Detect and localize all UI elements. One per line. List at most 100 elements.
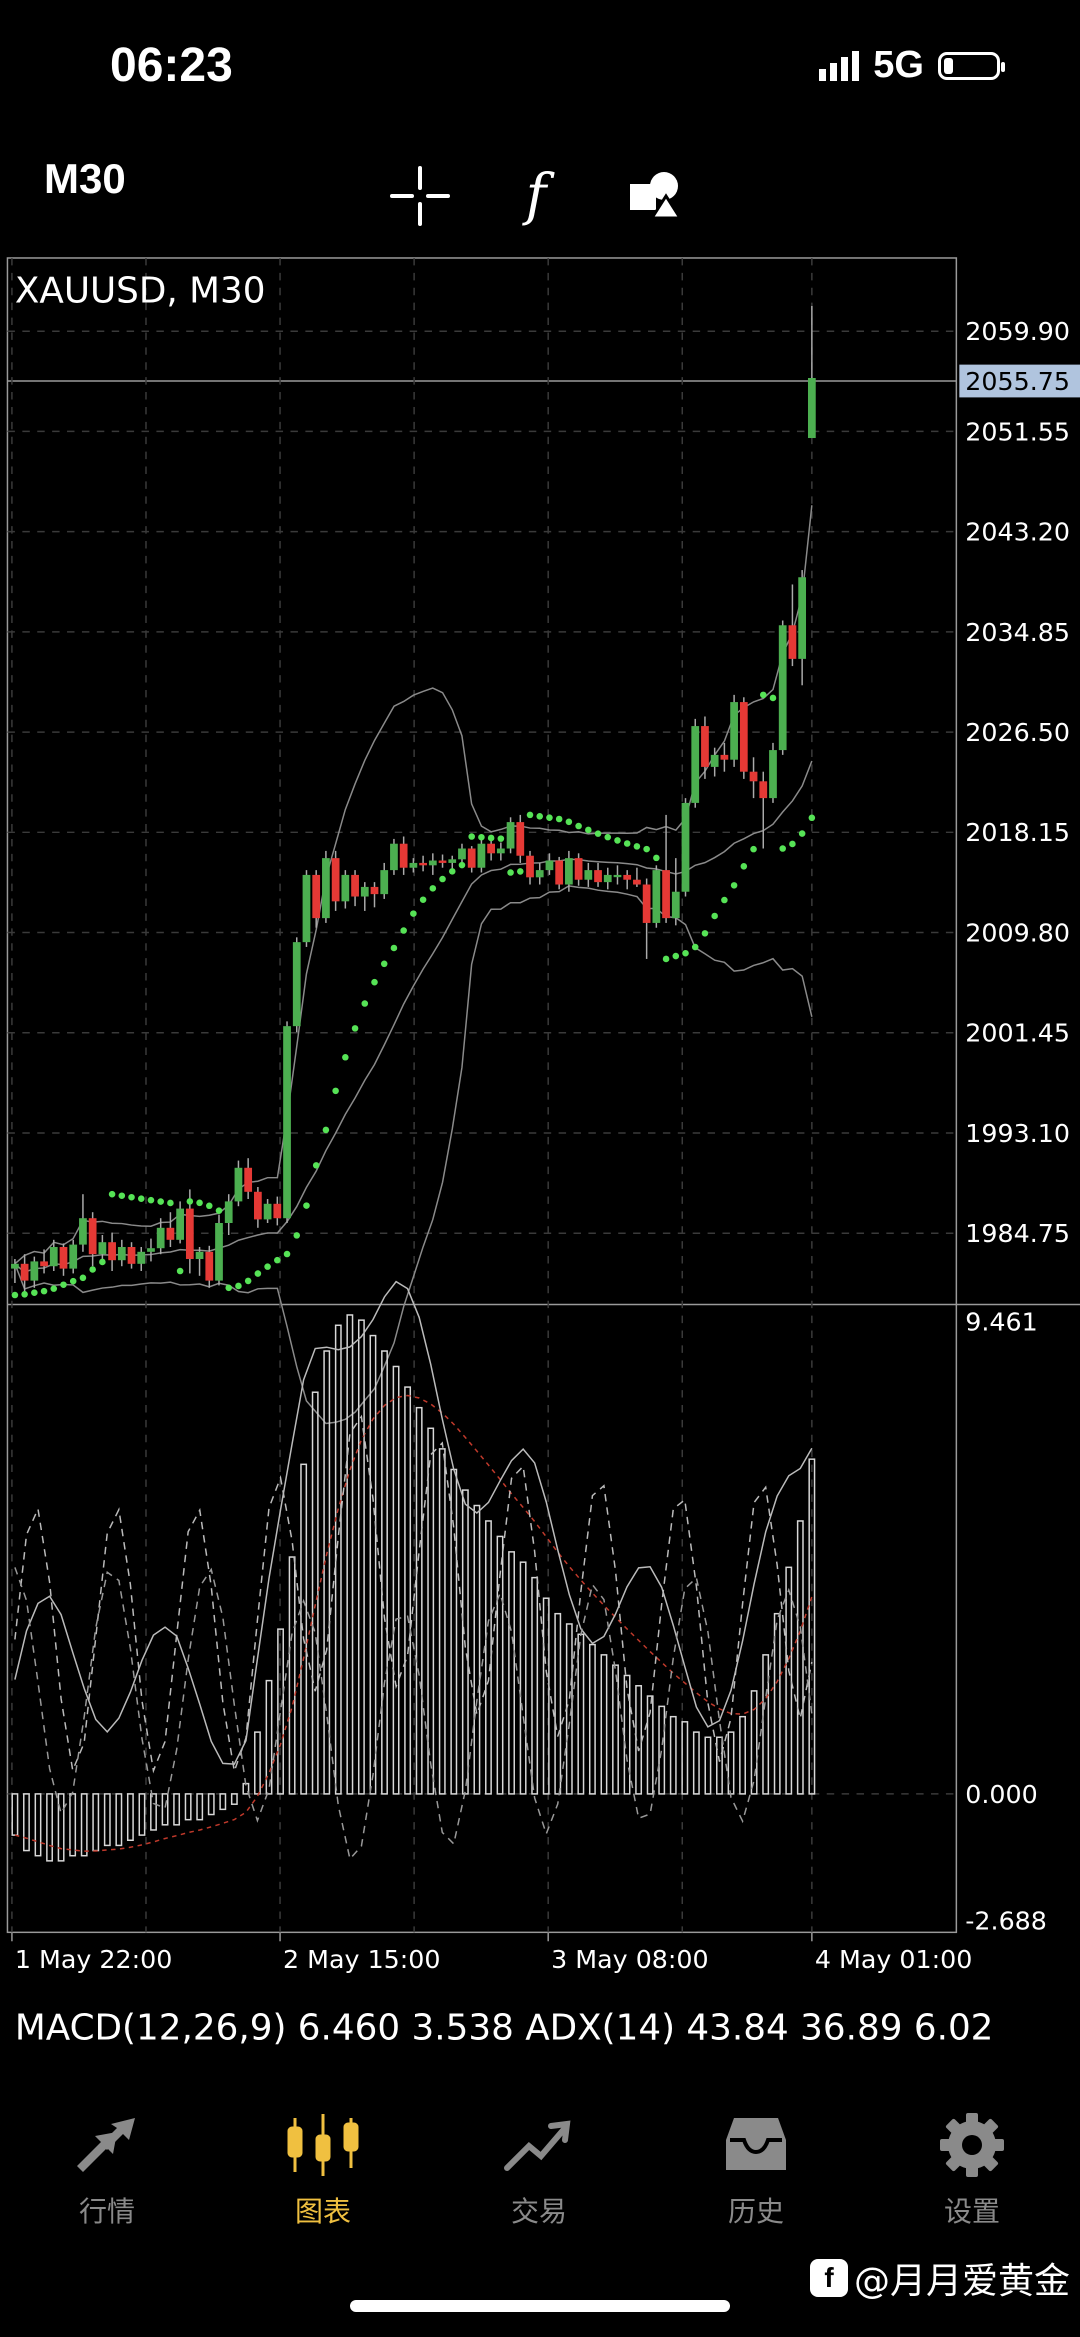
tab-history[interactable]: 历史 bbox=[686, 2110, 826, 2230]
candle-body bbox=[108, 1242, 116, 1261]
price-axis: 2059.90 2051.55 2043.20 2034.85 2026.50 2018.… bbox=[959, 316, 1080, 1935]
macd-bar bbox=[277, 1628, 284, 1795]
tab-label: 交易 bbox=[510, 2195, 567, 2228]
sar-dot bbox=[779, 845, 786, 852]
sar-dot bbox=[21, 1291, 28, 1298]
candle-body bbox=[312, 874, 321, 919]
candle-body bbox=[458, 848, 466, 860]
candle-body bbox=[681, 802, 690, 892]
tab-settings[interactable]: 设置 bbox=[902, 2110, 1042, 2230]
macd-bar bbox=[415, 1406, 423, 1795]
sar-dot bbox=[274, 1256, 281, 1264]
candle-body bbox=[691, 726, 700, 803]
sar-dot bbox=[448, 868, 456, 875]
candle-body bbox=[613, 874, 622, 878]
macd-bar bbox=[69, 1793, 77, 1857]
macd-indicator bbox=[11, 1280, 816, 1862]
macd-bar bbox=[369, 1334, 377, 1795]
price-tick-label: 2059.90 bbox=[965, 316, 1070, 346]
sar-dot bbox=[555, 815, 563, 823]
sar-dot bbox=[322, 1126, 330, 1134]
macd-bar bbox=[750, 1690, 758, 1795]
sar-dot bbox=[419, 896, 427, 904]
sar-dot bbox=[614, 837, 621, 844]
home-indicator[interactable] bbox=[350, 2300, 730, 2312]
macd-bar bbox=[692, 1731, 700, 1795]
tab-trade[interactable]: 交易 bbox=[469, 2110, 609, 2230]
current-price-badge bbox=[959, 364, 1080, 398]
sar-dot bbox=[176, 1267, 184, 1275]
candle-body bbox=[79, 1218, 87, 1245]
macd-bar bbox=[23, 1793, 30, 1852]
crosshair-icon[interactable] bbox=[384, 160, 456, 232]
sar-dot bbox=[478, 833, 485, 841]
objects-icon[interactable] bbox=[620, 160, 692, 232]
macd-bar bbox=[762, 1654, 770, 1795]
candle-body bbox=[292, 942, 301, 1027]
macd-bar bbox=[138, 1793, 146, 1836]
sar-dot bbox=[410, 910, 417, 917]
candle-body bbox=[390, 843, 398, 871]
sar-dot bbox=[244, 1277, 252, 1285]
time-axis: 1 May 22:00 2 May 15:00 3 May 08:00 4 May 0… bbox=[15, 1944, 972, 1974]
watermark-logo-icon: f bbox=[809, 2259, 848, 2297]
chart-area[interactable]: 2059.90 2051.55 2043.20 2034.85 2026.50 2018.… bbox=[0, 255, 1080, 2084]
macd-bar bbox=[265, 1679, 273, 1795]
macd-bar bbox=[184, 1793, 192, 1821]
macd-bar bbox=[438, 1448, 446, 1795]
time-tick-label: 1 May 22:00 bbox=[15, 1944, 172, 1974]
sar-dot bbox=[429, 885, 437, 892]
macd-bar bbox=[542, 1597, 550, 1795]
tab-quotes[interactable]: 行情 bbox=[37, 2110, 177, 2230]
macd-bar bbox=[11, 1793, 19, 1836]
watermark: f @月月爱黄金 bbox=[809, 2252, 1070, 2304]
sar-dot bbox=[89, 1266, 96, 1273]
macd-bar bbox=[508, 1551, 515, 1795]
tab-label: 图表 bbox=[294, 2195, 351, 2228]
sar-dot bbox=[682, 949, 689, 957]
candle-body bbox=[11, 1263, 19, 1269]
sar-dot bbox=[206, 1202, 213, 1210]
price-tick-label: 2034.85 bbox=[965, 617, 1070, 647]
candle-body bbox=[205, 1251, 214, 1281]
candle-body bbox=[487, 843, 496, 854]
sar-dot bbox=[468, 833, 475, 840]
candle-body bbox=[263, 1203, 272, 1220]
candle-body bbox=[769, 750, 777, 799]
history-icon bbox=[726, 2118, 786, 2170]
macd-bar bbox=[300, 1463, 308, 1795]
candle-body bbox=[642, 884, 651, 923]
sar-dot bbox=[643, 845, 650, 853]
candle-body bbox=[574, 858, 583, 880]
gear-icon bbox=[940, 2113, 1004, 2177]
sar-dot bbox=[633, 843, 641, 850]
candle-body bbox=[331, 858, 340, 902]
sar-dot bbox=[789, 840, 796, 848]
macd-bar bbox=[311, 1391, 319, 1795]
sar-dot bbox=[361, 1000, 369, 1007]
sar-dot bbox=[128, 1193, 135, 1201]
price-tick-label: 2051.55 bbox=[965, 416, 1070, 446]
timeframe-button[interactable]: M30 bbox=[44, 155, 126, 202]
candle-body bbox=[127, 1247, 136, 1264]
sar-dot bbox=[604, 833, 612, 841]
indicators-icon[interactable]: f bbox=[500, 160, 572, 232]
price-candles bbox=[11, 305, 816, 1293]
time-tick-label: 4 May 01:00 bbox=[815, 1944, 972, 1974]
macd-bar bbox=[450, 1468, 458, 1795]
status-time: 06:23 bbox=[110, 39, 233, 92]
sar-dot bbox=[283, 1250, 291, 1258]
sar-dot bbox=[594, 830, 602, 837]
candle-body bbox=[710, 754, 719, 767]
watermark-text: @月月爱黄金 bbox=[853, 2261, 1070, 2302]
candle-body bbox=[59, 1247, 68, 1269]
sar-dot bbox=[565, 818, 573, 826]
macd-bar bbox=[588, 1643, 596, 1795]
candle-body bbox=[254, 1191, 262, 1220]
tab-chart[interactable]: 图表 bbox=[253, 2110, 393, 2230]
macd-bar bbox=[254, 1731, 261, 1795]
sar-dot bbox=[623, 840, 631, 847]
macd-bar bbox=[80, 1793, 88, 1857]
macd-bar bbox=[230, 1793, 238, 1805]
sar-dot bbox=[186, 1198, 194, 1205]
